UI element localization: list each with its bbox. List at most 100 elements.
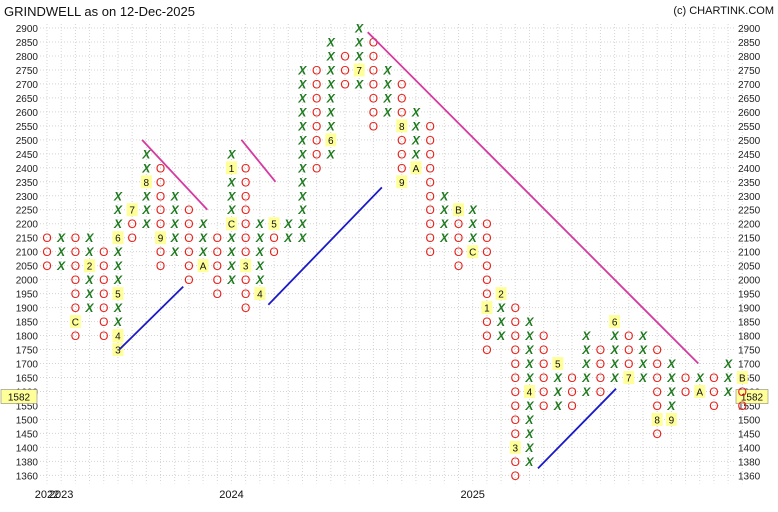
- o-mark: O: [567, 399, 576, 413]
- x-year-label: 2025: [460, 489, 484, 501]
- o-mark: O: [425, 189, 434, 203]
- o-mark: O: [652, 357, 661, 371]
- x-mark: X: [524, 329, 534, 343]
- y-tick-label-left: 1380: [16, 457, 39, 468]
- o-mark: O: [241, 175, 250, 189]
- x-mark: X: [524, 371, 534, 385]
- o-mark: O: [369, 49, 378, 63]
- x-mark: X: [141, 203, 151, 217]
- o-mark: O: [99, 245, 108, 259]
- x-mark: X: [198, 231, 208, 245]
- o-mark: O: [369, 119, 378, 133]
- o-mark: O: [511, 315, 520, 329]
- y-tick-label-left: 1750: [16, 346, 39, 357]
- o-mark: O: [454, 259, 463, 273]
- o-mark: O: [184, 203, 193, 217]
- o-mark: O: [425, 203, 434, 217]
- y-tick-label-right: 2500: [738, 136, 761, 147]
- y-tick-label-right: 2300: [738, 192, 761, 203]
- month-marker-box: [325, 133, 337, 147]
- month-marker-label: 2: [498, 290, 504, 301]
- month-marker-label: 4: [257, 290, 263, 301]
- o-mark: O: [397, 147, 406, 161]
- month-marker-label: 9: [399, 178, 405, 189]
- y-tick-label-left: 2150: [16, 234, 39, 245]
- month-marker-box: [609, 315, 621, 329]
- x-mark: X: [666, 357, 676, 371]
- x-mark: X: [170, 231, 180, 245]
- y-tick-label-left: 2550: [16, 122, 39, 133]
- x-mark: X: [524, 399, 534, 413]
- x-mark: X: [113, 259, 123, 273]
- o-mark: O: [184, 273, 193, 287]
- x-mark: X: [638, 371, 648, 385]
- x-mark: X: [297, 231, 307, 245]
- y-tick-label-left: 1400: [16, 443, 39, 454]
- x-mark: X: [326, 77, 336, 91]
- o-mark: O: [454, 245, 463, 259]
- y-tick-label-left: 2250: [16, 206, 39, 217]
- y-tick-label-right: 2400: [738, 164, 761, 175]
- x-mark: X: [496, 315, 506, 329]
- y-tick-label-right: 2850: [738, 38, 761, 49]
- y-tick-label-right: 2750: [738, 66, 761, 77]
- o-mark: O: [539, 343, 548, 357]
- o-mark: O: [71, 259, 80, 273]
- month-marker-label: A: [413, 164, 420, 175]
- y-tick-label-right: 1850: [738, 318, 761, 329]
- o-mark: O: [709, 385, 718, 399]
- month-marker-label: 9: [669, 415, 675, 426]
- x-mark: X: [170, 203, 180, 217]
- o-mark: O: [213, 231, 222, 245]
- bullish-trendline: [537, 388, 617, 469]
- x-mark: X: [553, 371, 563, 385]
- x-mark: X: [326, 63, 336, 77]
- o-mark: O: [99, 301, 108, 315]
- x-mark: X: [439, 217, 449, 231]
- o-mark: O: [567, 371, 576, 385]
- x-mark: X: [255, 259, 265, 273]
- x-mark: X: [297, 147, 307, 161]
- o-mark: O: [511, 469, 520, 483]
- x-mark: X: [581, 385, 591, 399]
- o-mark: O: [99, 273, 108, 287]
- x-mark: X: [297, 63, 307, 77]
- o-mark: O: [511, 427, 520, 441]
- x-mark: X: [85, 287, 95, 301]
- month-marker-label: 5: [555, 360, 561, 371]
- x-mark: X: [141, 147, 151, 161]
- y-tick-label-left: 2700: [16, 80, 39, 91]
- o-mark: O: [596, 357, 605, 371]
- o-mark: O: [71, 301, 80, 315]
- y-tick-label-left: 2400: [16, 164, 39, 175]
- o-mark: O: [652, 385, 661, 399]
- x-mark: X: [226, 273, 236, 287]
- x-mark: X: [198, 217, 208, 231]
- x-mark: X: [411, 119, 421, 133]
- x-mark: X: [723, 385, 733, 399]
- month-marker-label: 3: [243, 262, 249, 273]
- x-mark: X: [113, 245, 123, 259]
- month-marker-box: [112, 287, 124, 301]
- o-mark: O: [340, 77, 349, 91]
- x-mark: X: [524, 343, 534, 357]
- x-mark: X: [638, 329, 648, 343]
- month-marker-box: [69, 315, 81, 329]
- x-mark: X: [383, 63, 393, 77]
- month-marker-label: 4: [527, 387, 533, 398]
- y-tick-label-right: 1750: [738, 346, 761, 357]
- o-mark: O: [241, 189, 250, 203]
- o-mark: O: [539, 371, 548, 385]
- y-tick-label-left: 2800: [16, 52, 39, 63]
- y-tick-label-right: 2250: [738, 206, 761, 217]
- x-mark: X: [255, 273, 265, 287]
- x-year-label: 2022: [35, 489, 59, 501]
- month-marker-label: 5: [115, 290, 121, 301]
- o-mark: O: [511, 357, 520, 371]
- y-tick-label-left: 1500: [16, 415, 39, 426]
- x-mark: X: [113, 203, 123, 217]
- x-mark: X: [255, 231, 265, 245]
- x-mark: X: [383, 105, 393, 119]
- o-mark: O: [241, 217, 250, 231]
